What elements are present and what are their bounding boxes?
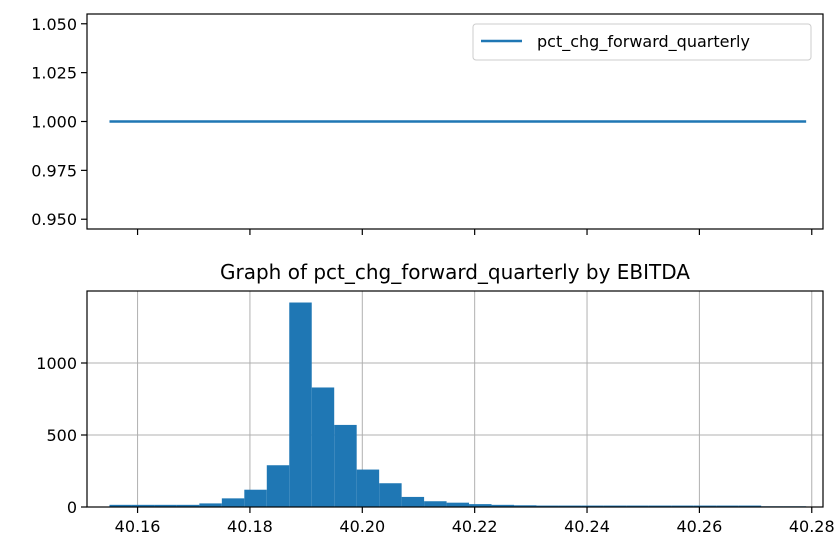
histogram-bar	[513, 505, 537, 507]
histogram-bar	[221, 498, 245, 507]
bottom-histogram: Graph of pct_chg_forward_quarterly by EB…	[36, 260, 834, 536]
bottom-x-tick-label: 40.16	[115, 517, 161, 536]
histogram-bar	[266, 465, 290, 507]
legend-label: pct_chg_forward_quarterly	[537, 32, 750, 52]
histogram-bar	[491, 504, 514, 507]
legend-box	[472, 23, 812, 61]
bottom-y-tick-label: 500	[46, 426, 77, 445]
bottom-x-tick-label: 40.18	[227, 517, 273, 536]
bottom-x-tick-label: 40.28	[789, 517, 835, 536]
histogram-bar	[131, 504, 155, 507]
chart-title: Graph of pct_chg_forward_quarterly by EB…	[220, 260, 690, 284]
histogram-bar	[648, 505, 672, 507]
histogram-bar	[626, 505, 649, 507]
legend: pct_chg_forward_quarterly	[472, 23, 812, 61]
bottom-y-tick-label: 0	[67, 498, 77, 517]
bottom-x-tick-label: 40.24	[564, 517, 610, 536]
histogram-bar	[469, 504, 492, 507]
histogram-bar	[154, 504, 177, 507]
top-y-tick-label: 0.975	[31, 161, 77, 180]
histogram-bar	[401, 496, 425, 507]
histogram-bar	[244, 489, 267, 507]
histogram-bar	[176, 504, 200, 507]
histogram-bar	[334, 424, 357, 507]
bottom-x-tick-label: 40.22	[452, 517, 498, 536]
histogram-bar	[603, 505, 627, 507]
top-y-tick-label: 1.025	[31, 64, 77, 83]
histogram-bar	[716, 505, 739, 507]
histogram-bar	[536, 505, 559, 507]
histogram-bar	[738, 505, 762, 507]
histogram-bar	[379, 483, 402, 507]
histogram-bar	[311, 387, 335, 507]
bottom-y-tick-label: 1000	[36, 354, 77, 373]
histogram-bar	[109, 504, 132, 507]
histogram-bar	[199, 503, 222, 507]
histogram-bar	[693, 505, 717, 507]
histogram-bar	[671, 505, 694, 507]
bottom-x-tick-label: 40.20	[339, 517, 385, 536]
histogram-bar	[581, 505, 604, 507]
histogram-bar	[424, 501, 447, 507]
bottom-x-tick-label: 40.26	[676, 517, 722, 536]
histogram-bar	[289, 302, 312, 507]
histogram-bar	[446, 502, 470, 507]
histogram-bar	[356, 469, 380, 507]
top-line-chart: 0.950 0.975 1.000 1.025 1.050 pct_chg_forwar…	[31, 13, 824, 235]
top-y-tick-label: 1.050	[31, 15, 77, 34]
bottom-axes-frame	[86, 290, 824, 508]
histogram-bar	[558, 505, 582, 507]
top-y-tick-label: 0.950	[31, 210, 77, 229]
top-y-tick-label: 1.000	[31, 113, 77, 132]
